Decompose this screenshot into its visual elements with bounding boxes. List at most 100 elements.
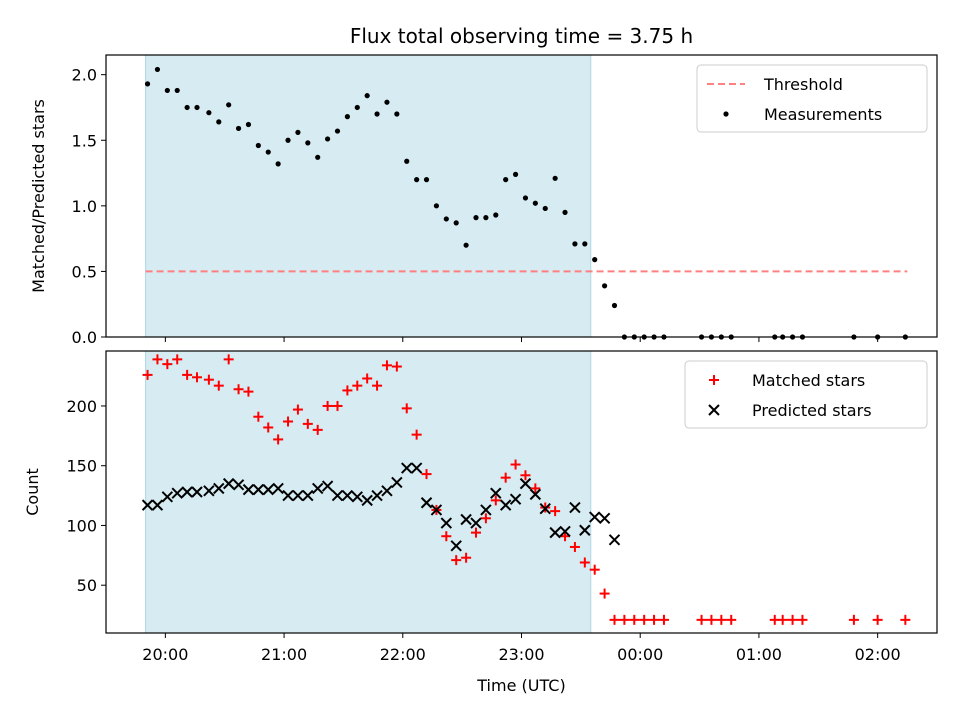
predicted-marker-b — [480, 504, 492, 516]
matched-star-point — [579, 557, 590, 568]
predicted-star-point — [331, 489, 344, 502]
matched-star-point — [639, 614, 650, 625]
predicted-marker-b — [341, 489, 354, 502]
predicted-marker-b — [470, 517, 482, 529]
y-tick-label: 150 — [66, 457, 97, 476]
predicted-star-point — [171, 487, 183, 499]
predicted-marker-b — [292, 489, 304, 502]
matched-star-point — [716, 614, 727, 625]
measurement-point — [414, 177, 420, 183]
x-tick-label: 01:00 — [736, 645, 782, 664]
matched-star-point — [162, 359, 173, 370]
predicted-marker-b — [232, 479, 245, 491]
measurement-point — [423, 177, 430, 183]
matched-star-point — [900, 614, 911, 625]
y-tick-label: 50 — [77, 576, 97, 595]
predicted-marker-b — [401, 462, 413, 474]
predicted-marker-b — [430, 504, 443, 516]
measurement-point — [582, 241, 588, 247]
matched-star-point — [142, 369, 153, 380]
predicted-star-point — [181, 486, 193, 498]
measurement-point — [404, 158, 410, 164]
y-tick-label: 2.0 — [72, 66, 97, 85]
matched-star-point — [480, 513, 491, 524]
matched-star-point — [726, 614, 737, 625]
matched-star-point — [649, 614, 660, 625]
measurement-point — [305, 140, 311, 146]
legend: Threshold Measurements — [696, 64, 928, 133]
predicted-star-point — [401, 462, 413, 474]
matched-star-point — [787, 614, 798, 625]
matched-star-point — [203, 374, 214, 385]
matched-star-point — [461, 552, 472, 563]
predicted-star-point — [222, 477, 235, 490]
matched-star-point — [451, 555, 462, 566]
measurement-point — [384, 99, 390, 105]
predicted-star-point — [262, 483, 274, 496]
predicted-star-point — [242, 483, 255, 496]
predicted-star-point — [598, 512, 611, 524]
measurement-point — [206, 110, 212, 116]
matched-star-point — [530, 483, 541, 494]
x-tick-label: 21:00 — [261, 645, 307, 664]
x-tick-label: 20:00 — [142, 645, 188, 664]
matched-star-point — [253, 411, 264, 422]
predicted-marker-b — [410, 462, 423, 474]
measurement-point — [334, 128, 341, 134]
predicted-marker-b — [381, 485, 393, 497]
matched-star-point — [872, 614, 883, 625]
predicted-marker-b — [351, 491, 363, 503]
predicted-star-point — [470, 517, 482, 529]
x-tick-label: 22:00 — [380, 645, 426, 664]
predicted-marker-b — [282, 489, 294, 502]
matched-star-point — [706, 614, 717, 625]
matched-star-point — [302, 418, 313, 429]
measurement-point — [325, 136, 331, 142]
predicted-star-point — [232, 479, 245, 491]
matched-star-point — [292, 404, 303, 415]
measurement-point — [275, 161, 281, 167]
predicted-star-point — [420, 497, 433, 509]
legend-box — [696, 64, 928, 133]
matched-star-point — [658, 614, 669, 625]
legend-label: Matched stars — [752, 371, 865, 390]
predicted-star-point — [480, 504, 492, 516]
predicted-star-point — [559, 525, 571, 538]
matched-star-point — [589, 564, 600, 575]
matched-star-point — [609, 614, 620, 625]
predicted-marker-b — [460, 513, 472, 526]
matched-star-point — [192, 372, 203, 383]
measurement-point — [532, 200, 538, 206]
predicted-marker-b — [589, 511, 601, 523]
predicted-marker-b — [252, 483, 265, 496]
measurement-point — [374, 111, 380, 117]
matched-star-point — [322, 400, 333, 411]
measurement-point — [572, 241, 578, 247]
matched-star-point — [233, 384, 244, 395]
measurement-point — [295, 129, 301, 135]
y-axis-label: Matched/Predicted stars — [29, 99, 48, 293]
predicted-star-point — [371, 489, 383, 502]
predicted-marker-b — [490, 487, 502, 499]
predicted-star-point — [351, 491, 363, 503]
predicted-star-point — [252, 483, 265, 496]
measurement-point — [235, 125, 242, 132]
predicted-marker-b — [161, 491, 174, 503]
predicted-marker-b — [331, 489, 344, 502]
legend-predicted-swatch — [708, 404, 720, 416]
predicted-star-point — [341, 489, 354, 502]
predicted-marker-b — [549, 526, 561, 539]
predicted-star-point — [460, 513, 472, 526]
matched-star-point — [619, 614, 630, 625]
matched-star-point — [152, 354, 163, 365]
predicted-marker-b — [151, 499, 164, 511]
predicted-star-point — [529, 488, 542, 501]
predicted-star-point — [381, 485, 393, 497]
predicted-star-point — [589, 511, 601, 523]
predicted-marker-b — [559, 525, 571, 538]
matched-star-point — [411, 429, 422, 440]
measurement-point — [433, 203, 440, 209]
measurement-point — [493, 212, 499, 218]
measurement-point — [174, 87, 180, 94]
matched-star-point — [223, 354, 234, 365]
